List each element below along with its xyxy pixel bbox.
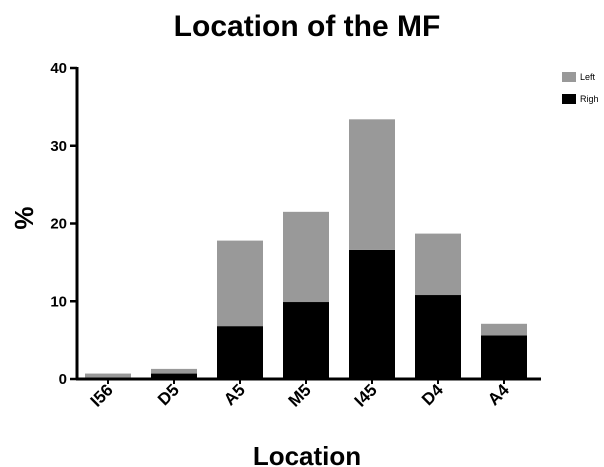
x-tick-label: M5	[285, 380, 315, 410]
bar-D4-left	[415, 233, 461, 296]
x-tick-label: A5	[220, 380, 249, 409]
bar-I45-left	[349, 119, 395, 250]
bar-I56-left	[85, 373, 131, 378]
y-tick-label: 0	[59, 371, 67, 388]
legend: Left Righ	[562, 72, 599, 104]
legend-swatch-righ	[562, 94, 576, 104]
bar-M5-righ	[283, 302, 329, 379]
y-axis-label: %	[9, 206, 39, 229]
legend-label-righ: Righ	[580, 94, 599, 104]
bar-D5-left	[151, 368, 197, 374]
bar-D4-righ	[415, 295, 461, 379]
chart-title: Location of the MF	[174, 10, 441, 43]
x-tick-label: A4	[484, 380, 513, 409]
x-tick-label: D4	[418, 380, 447, 409]
bar-A4-righ	[481, 335, 527, 379]
x-tick-label: D5	[154, 380, 183, 409]
x-tick-label: I56	[87, 380, 117, 410]
y-tick-label: 30	[50, 138, 67, 155]
legend-swatch-left	[562, 72, 576, 82]
bar-M5-left	[283, 211, 329, 303]
x-axis-label: Location	[253, 441, 361, 467]
bar-I45-righ	[349, 249, 395, 379]
x-tick-label: I45	[351, 380, 381, 410]
bar-A5-left	[217, 240, 263, 327]
y-tick-label: 20	[50, 216, 67, 233]
bars-group	[85, 119, 527, 379]
y-tick-label: 40	[50, 60, 67, 77]
y-tick-label: 10	[50, 293, 67, 310]
legend-label-left: Left	[580, 72, 596, 82]
bar-A4-left	[481, 323, 527, 336]
bar-A5-righ	[217, 326, 263, 379]
bar-D5-righ	[151, 373, 197, 379]
